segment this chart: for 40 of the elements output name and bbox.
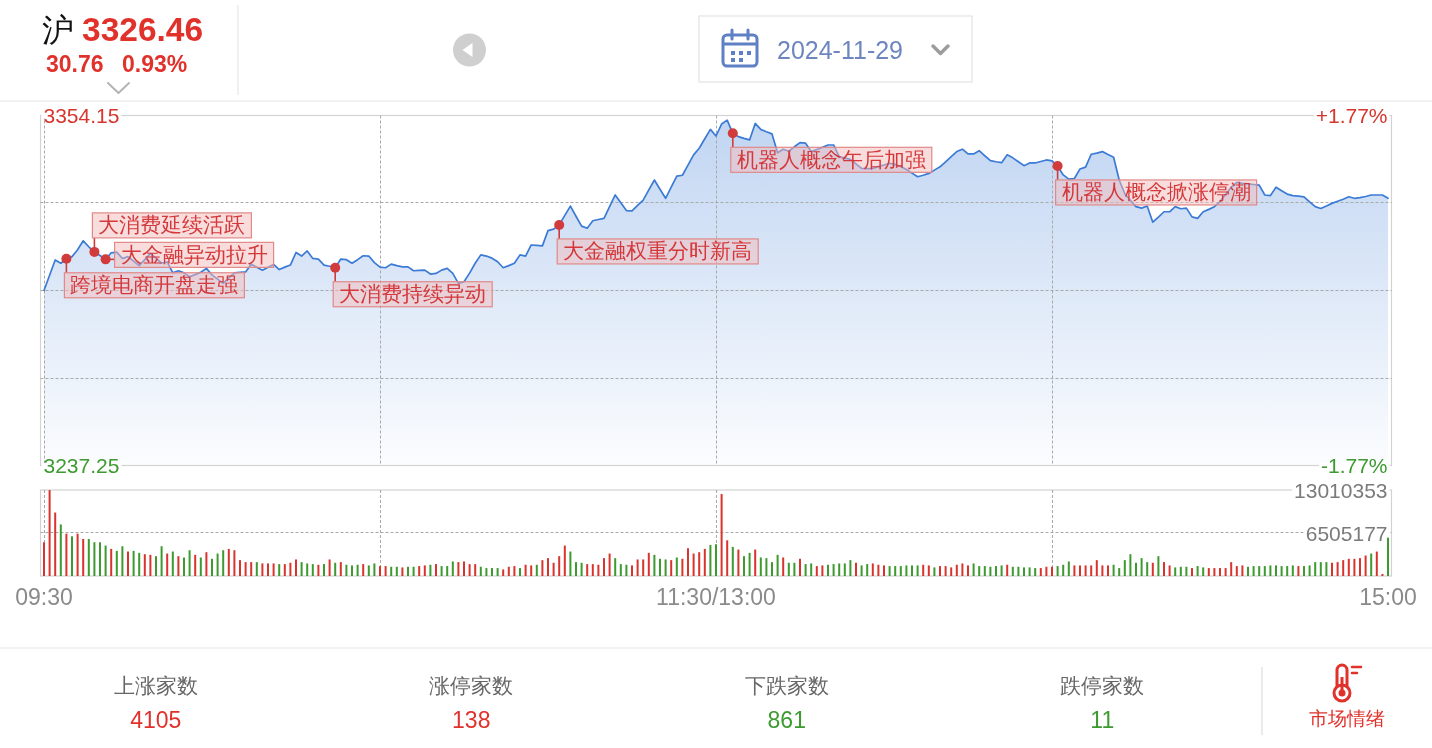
data-label: 11 xyxy=(1090,707,1115,733)
text: 3326.46 xyxy=(82,11,204,48)
point xyxy=(61,253,72,264)
y-tick-label: 3354.15 xyxy=(43,104,120,127)
text: 30.76 xyxy=(46,51,104,77)
data-label: 4105 xyxy=(130,707,182,733)
y2-tick-label: +1.77% xyxy=(1315,104,1388,127)
annotation: 大消费延续活跃 xyxy=(98,213,246,237)
annotation: 跨境电商开盘走强 xyxy=(70,273,239,297)
callout: 跨境电商开盘走强 xyxy=(63,272,245,299)
annotation: 大消费持续异动 xyxy=(339,282,487,306)
point xyxy=(554,219,565,230)
category-label: 上涨家数 xyxy=(113,674,198,697)
point xyxy=(727,128,738,139)
y3-tick-label: 13010353 xyxy=(1294,478,1388,502)
data-label: 138 xyxy=(452,707,491,733)
callout: 大消费延续活跃 xyxy=(91,212,252,239)
point xyxy=(100,254,111,265)
category-label: 涨停家数 xyxy=(429,674,514,697)
text: 沪 xyxy=(42,12,74,48)
data-label: 861 xyxy=(767,707,806,733)
callout: 大金融权重分时新高 xyxy=(556,238,759,265)
point xyxy=(330,262,341,273)
text: 0.93% xyxy=(122,51,188,77)
annotation: 大金融权重分时新高 xyxy=(563,239,753,263)
callout: 大消费持续异动 xyxy=(332,281,493,308)
x-tick-label: 15:00 xyxy=(1359,584,1417,610)
callout: 机器人概念掀涨停潮 xyxy=(1055,179,1258,206)
y2-tick-label: -1.77% xyxy=(1320,454,1388,477)
text: 2024-11-29 xyxy=(777,36,904,64)
text: 市场情绪 xyxy=(1309,708,1385,729)
annotation: 机器人概念掀涨停潮 xyxy=(1061,180,1251,204)
y3-tick-label: 6505177 xyxy=(1305,521,1388,545)
point xyxy=(89,246,100,257)
point xyxy=(1052,160,1063,171)
y-tick-label: 3237.25 xyxy=(43,454,120,477)
x-tick-label: 11:30/13:00 xyxy=(656,584,776,610)
x-tick-label: 09:30 xyxy=(15,584,73,610)
category-label: 下跌家数 xyxy=(744,674,829,697)
category-label: 跌停家数 xyxy=(1060,674,1145,697)
